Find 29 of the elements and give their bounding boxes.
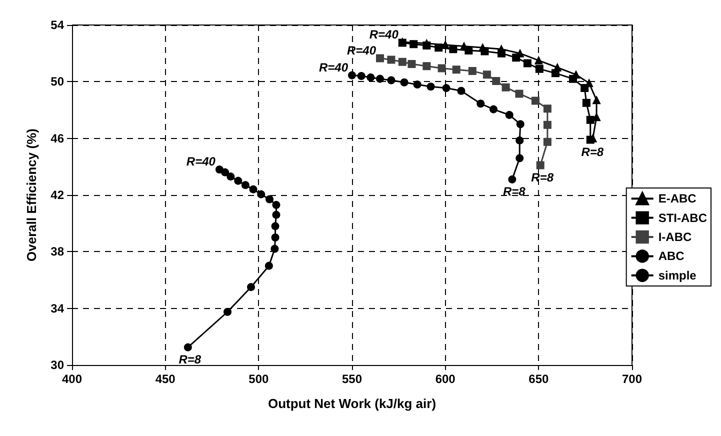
x-tick-label: 650 bbox=[528, 372, 549, 386]
y-tick-label: 34 bbox=[50, 301, 64, 316]
annotation: R=8 bbox=[178, 352, 202, 366]
annotation: R=8 bbox=[531, 170, 554, 184]
annotation: R=40 bbox=[318, 60, 348, 74]
x-tick-label: 600 bbox=[435, 372, 456, 386]
legend-label: ABC bbox=[658, 249, 685, 264]
x-tick-label: 450 bbox=[155, 372, 176, 386]
legend-label: simple bbox=[658, 268, 697, 282]
x-axis-title: Output Net Work (kJ/kg air) bbox=[268, 396, 436, 411]
y-tick-label: 38 bbox=[50, 244, 64, 259]
annotation: R=8 bbox=[581, 144, 604, 159]
y-axis-title: Overall Efficiency (%) bbox=[24, 128, 39, 262]
y-tick-label: 50 bbox=[50, 74, 64, 89]
x-tick-label: 700 bbox=[622, 372, 642, 386]
y-tick-label: 54 bbox=[50, 18, 64, 32]
x-tick-label: 500 bbox=[248, 372, 269, 386]
y-tick-label: 46 bbox=[50, 131, 64, 146]
x-tick-label: 400 bbox=[62, 372, 82, 386]
annotation: R=8 bbox=[502, 184, 526, 198]
legend-label: STI-ABC bbox=[658, 210, 708, 225]
y-tick-label: 30 bbox=[50, 358, 64, 372]
legend-label: E-ABC bbox=[658, 192, 697, 206]
annotation: R=40 bbox=[186, 154, 216, 168]
annotation: R=40 bbox=[346, 43, 376, 58]
x-tick-label: 550 bbox=[342, 372, 362, 386]
annotation: R=40 bbox=[369, 28, 399, 42]
y-tick-label: 42 bbox=[50, 188, 64, 202]
legend-label: I-ABC bbox=[658, 230, 692, 244]
